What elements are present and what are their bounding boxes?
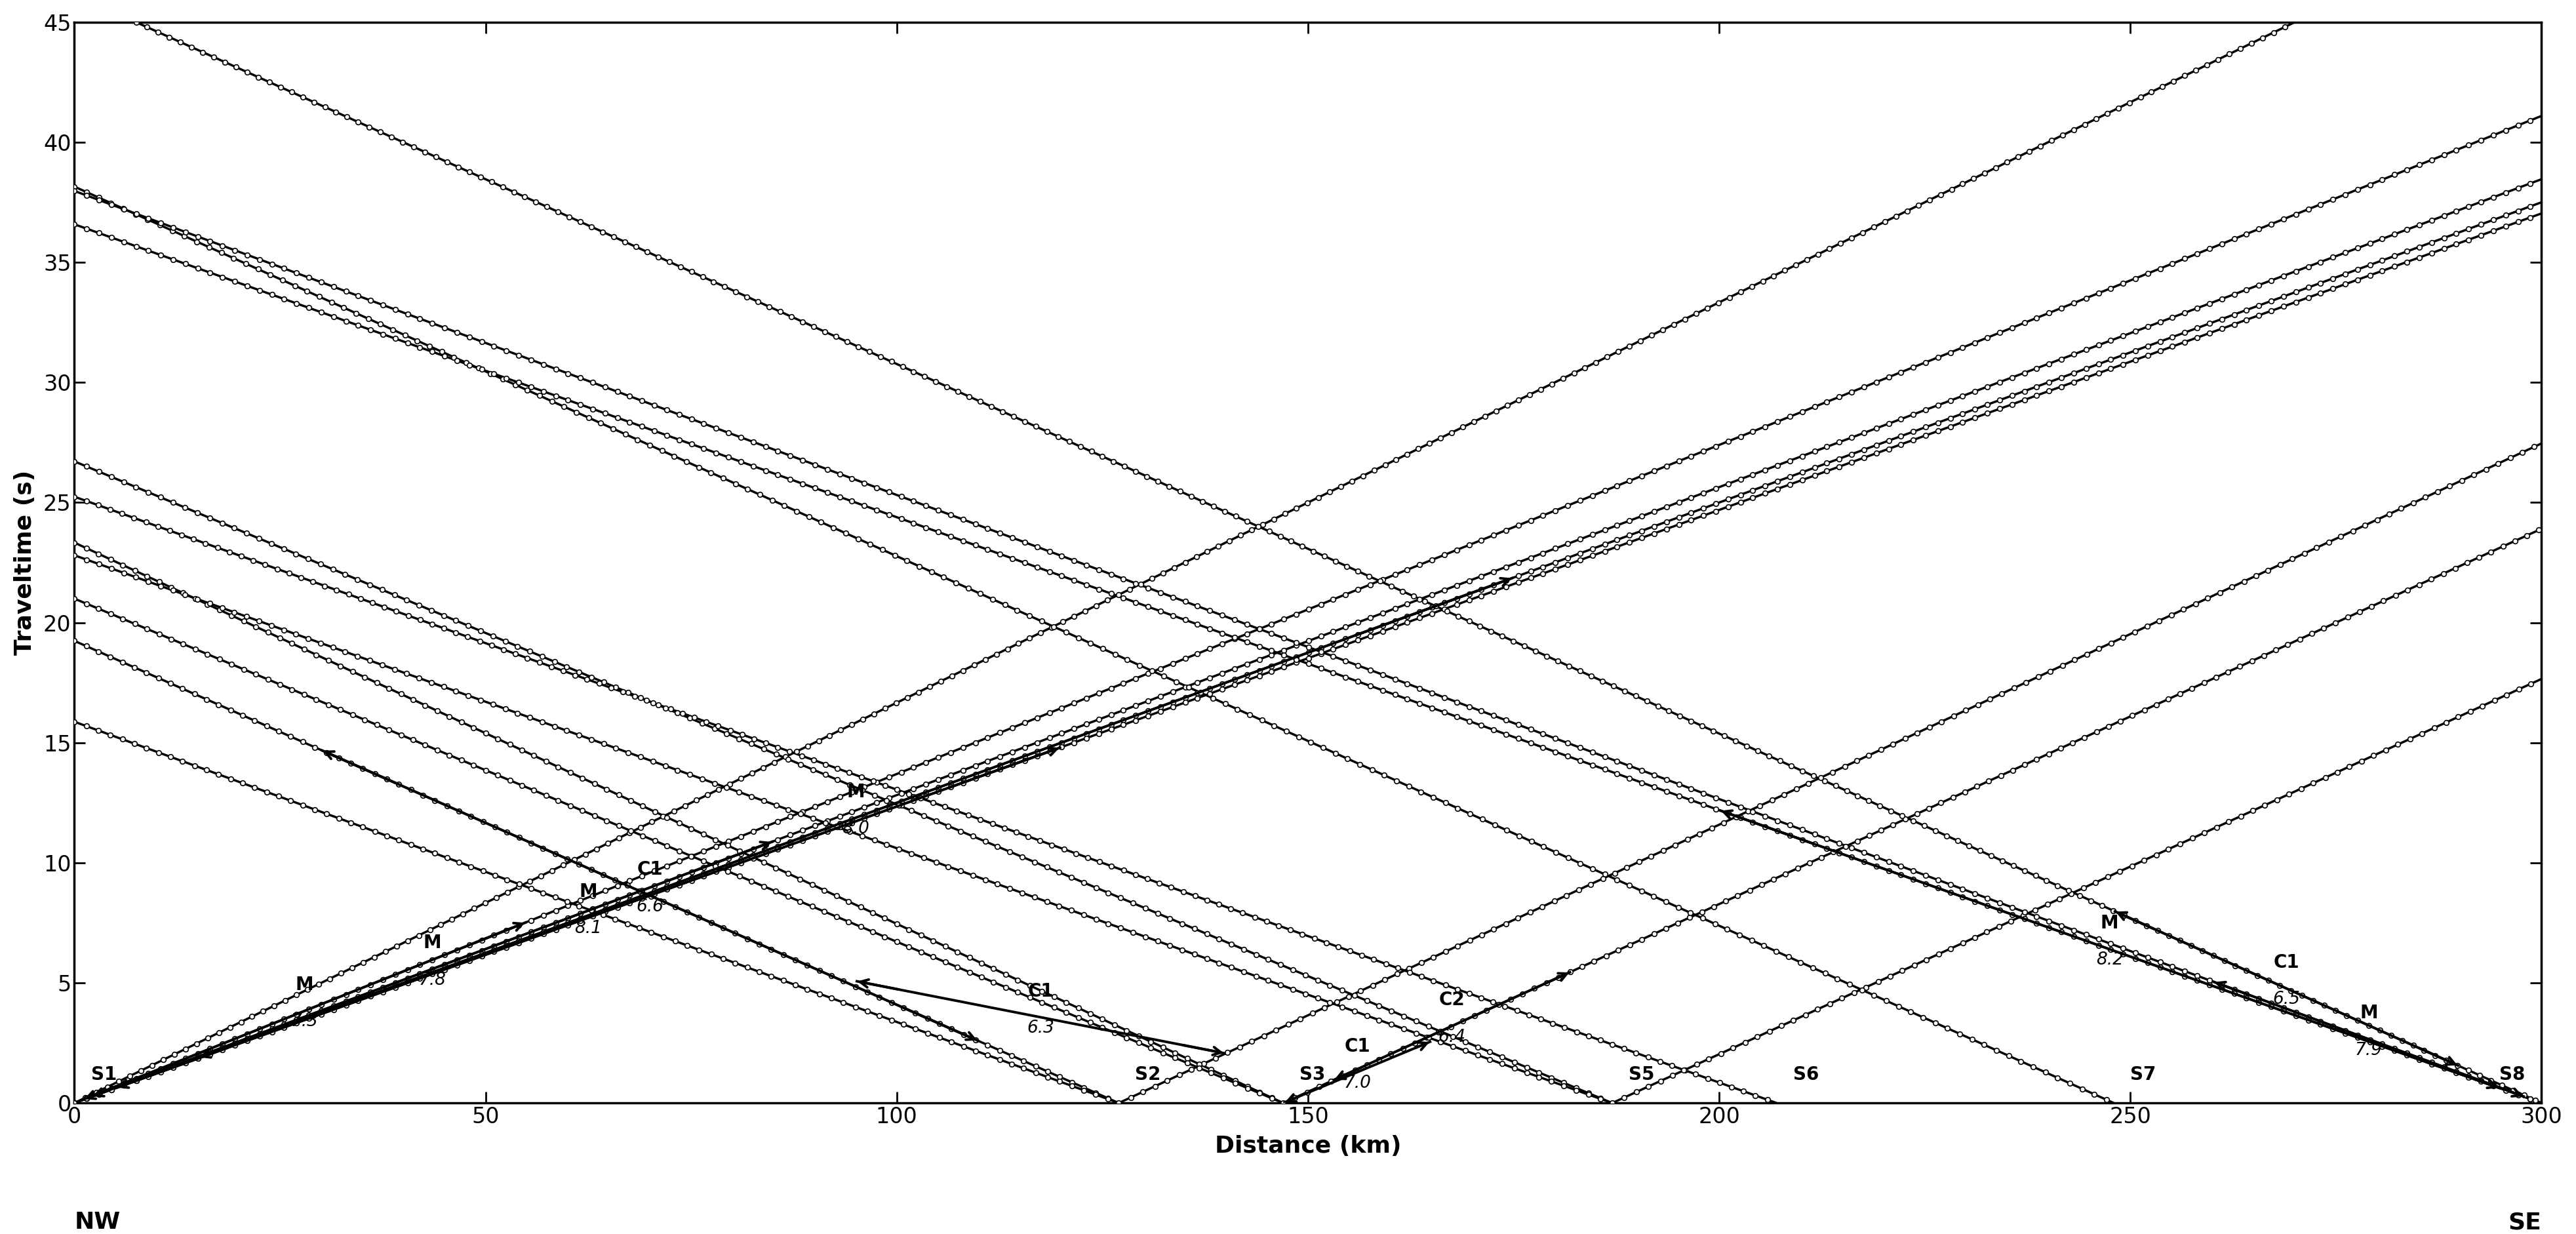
Text: 8.1: 8.1 bbox=[574, 921, 603, 937]
Text: S1: S1 bbox=[90, 1065, 116, 1083]
Text: 7.9: 7.9 bbox=[2354, 1041, 2383, 1059]
Y-axis label: Traveltime (s): Traveltime (s) bbox=[13, 470, 36, 655]
Text: M: M bbox=[422, 934, 440, 953]
Text: 7.0: 7.0 bbox=[1345, 1075, 1370, 1092]
Text: C1: C1 bbox=[636, 860, 662, 879]
Text: M: M bbox=[848, 782, 866, 801]
Text: 8.2: 8.2 bbox=[2097, 951, 2123, 969]
Text: S2: S2 bbox=[1136, 1065, 1162, 1083]
Text: C2: C2 bbox=[1440, 991, 1466, 1009]
Text: S8: S8 bbox=[2499, 1065, 2524, 1083]
Text: 6.6: 6.6 bbox=[636, 898, 665, 916]
Text: 6.4: 6.4 bbox=[1437, 1028, 1466, 1045]
Text: S6: S6 bbox=[1793, 1065, 1819, 1083]
X-axis label: Distance (km): Distance (km) bbox=[1216, 1135, 1401, 1157]
Text: M: M bbox=[2360, 1004, 2378, 1022]
Text: C1: C1 bbox=[1345, 1037, 1370, 1055]
Text: SE: SE bbox=[2509, 1211, 2543, 1234]
Text: S3: S3 bbox=[1301, 1065, 1327, 1083]
Text: M: M bbox=[2099, 914, 2120, 933]
Text: S7: S7 bbox=[2130, 1065, 2156, 1083]
Text: S5: S5 bbox=[1628, 1065, 1654, 1083]
Text: 7.3: 7.3 bbox=[291, 1013, 319, 1030]
Text: M: M bbox=[296, 976, 314, 995]
Text: NW: NW bbox=[75, 1211, 121, 1234]
Text: 8.0: 8.0 bbox=[842, 821, 868, 837]
Text: M: M bbox=[580, 882, 598, 901]
Text: 6.3: 6.3 bbox=[1028, 1019, 1054, 1037]
Text: 7.8: 7.8 bbox=[417, 971, 446, 988]
Text: 6.5: 6.5 bbox=[2272, 991, 2300, 1008]
Text: C1: C1 bbox=[2275, 954, 2300, 971]
Text: C1: C1 bbox=[1028, 982, 1054, 1001]
